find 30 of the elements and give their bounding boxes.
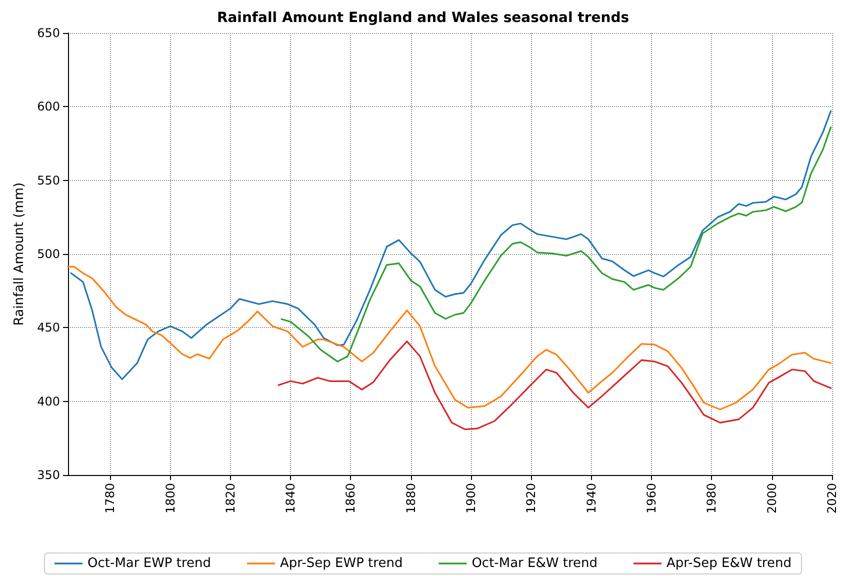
- line-series: [70, 110, 832, 380]
- line-series: [67, 266, 832, 410]
- x-tick-label: 2000: [764, 483, 779, 514]
- x-tick-label: 1980: [704, 483, 719, 514]
- x-tick-label: 1960: [644, 483, 659, 514]
- x-tick-label: 1880: [404, 483, 418, 514]
- y-tick-label: 500: [37, 247, 60, 261]
- y-tick-label: 350: [37, 468, 60, 482]
- y-axis-title: Rainfall Amount (mm): [12, 182, 28, 326]
- line-series: [278, 340, 832, 430]
- y-tick-label: 450: [37, 320, 60, 335]
- x-tick-label: 1800: [163, 483, 178, 514]
- x-tick-label: 1840: [284, 483, 298, 514]
- x-tick-label: 1900: [464, 483, 478, 514]
- x-tick-label: 2020: [825, 483, 839, 514]
- x-tick-label: 1940: [584, 483, 598, 514]
- x-tick-label: 1860: [344, 483, 358, 514]
- x-tick-label: 1780: [103, 483, 118, 514]
- x-tick-label: 1820: [223, 483, 238, 514]
- legend-label: Oct-Mar EWP trend: [88, 556, 212, 571]
- y-tick-label: 600: [37, 100, 60, 114]
- legend-label: Oct-Mar E&W trend: [472, 556, 598, 571]
- chart-title: Rainfall Amount England and Wales seasonal trends: [216, 10, 630, 26]
- y-tick-label: 650: [37, 26, 60, 40]
- y-tick-label: 550: [37, 173, 60, 188]
- legend-label: Apr-Sep EWP trend: [280, 556, 403, 571]
- legend-label: Apr-Sep E&W trend: [666, 556, 792, 571]
- x-tick-label: 1920: [524, 483, 538, 514]
- line-series: [280, 126, 832, 362]
- y-tick-label: 400: [37, 394, 60, 408]
